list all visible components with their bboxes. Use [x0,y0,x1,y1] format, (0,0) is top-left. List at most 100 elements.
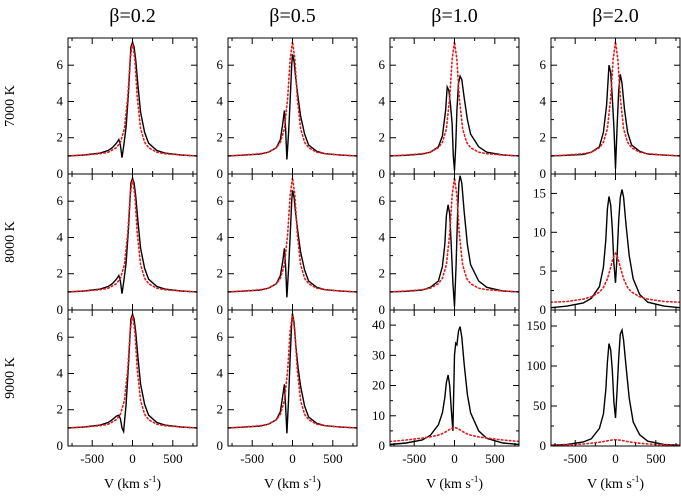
model-profile-line [390,73,519,171]
y-tick-label: 0 [57,302,64,317]
x-axis-label-sup: -1 [471,474,479,484]
x-axis-label-sup: -1 [632,474,640,484]
panel: 0 2 4 6 [57,173,198,317]
y-tick-label: 0 [540,438,547,453]
x-axis-label-close: ) [316,477,321,492]
y-tick-label: 0 [379,302,386,317]
y-tick-label: 2 [540,130,547,145]
panel: 0 2 4 6 [217,37,358,181]
model-profile-line [228,313,357,434]
y-tick-label: 0 [540,302,547,317]
panel: 0 2 4 6 -500 0 500 [217,309,358,466]
y-tick-label: 0 [57,438,64,453]
x-axis-label: V (km s-1) [426,474,483,492]
y-tick-label: 2 [379,266,386,281]
panel: 0 2 4 6 [379,173,520,317]
comparison-profile-line [68,177,197,293]
x-tick-label: 500 [323,451,343,466]
x-axis-label-close: ) [156,477,161,492]
y-tick-label: 0 [217,438,224,453]
y-tick-label: 4 [57,93,64,108]
y-tick-label: 0 [217,302,224,317]
y-tick-label: 20 [372,378,385,393]
x-tick-label: 0 [129,451,136,466]
panel: 0 2 4 6 -500 0 500 [57,309,198,466]
x-tick-label: 0 [612,451,619,466]
panel: 0 2 4 6 [57,37,198,181]
panel-frame [550,173,681,311]
row-label: 9000 K [3,357,18,399]
y-tick-label: 6 [57,329,64,344]
x-tick-label: 0 [289,451,296,466]
y-tick-label: 2 [379,130,386,145]
y-tick-label: 4 [540,93,547,108]
panel: 0 10 20 30 40 -500 0 500 [372,309,520,466]
x-axis-label: V (km s-1) [264,474,321,492]
model-profile-line [68,311,197,435]
x-axis-label-main: V (km s [587,477,632,492]
y-tick-label: 2 [217,402,224,417]
y-tick-label: 6 [57,57,64,72]
panel-frame [67,37,198,175]
x-axis-label-sup: -1 [149,474,157,484]
y-tick-label: 10 [372,408,385,423]
comparison-profile-line [551,251,680,303]
comparison-profile-line [390,426,519,443]
x-axis-label-sup: -1 [309,474,317,484]
y-tick-label: 6 [540,57,547,72]
comparison-profile-line [228,313,357,429]
y-tick-label: 6 [217,329,224,344]
column-title: β=0.2 [109,5,155,27]
panel: 0 2 4 6 [540,37,681,181]
model-profile-line [390,326,519,446]
panel-frame [389,37,520,175]
x-tick-label: -500 [402,451,426,466]
model-profile-line [68,39,197,158]
y-tick-label: 30 [372,347,385,362]
panel: 0 50 100 150 -500 0 500 [527,309,681,466]
panel-frame [550,309,681,447]
x-tick-label: 500 [485,451,505,466]
y-tick-label: 4 [217,229,224,244]
x-axis-label: V (km s-1) [587,474,644,492]
model-profile-line [228,54,357,160]
x-axis-label-main: V (km s [264,477,309,492]
y-tick-label: 2 [57,130,64,145]
y-tick-label: 100 [527,358,547,373]
x-axis-label-close: ) [478,477,483,492]
y-tick-label: 6 [379,57,386,72]
panel-frame [67,309,198,447]
y-tick-label: 10 [533,224,546,239]
panel-frame [67,173,198,311]
x-tick-label: -500 [563,451,587,466]
panel: 0 2 4 6 [379,37,520,181]
y-tick-label: 4 [379,93,386,108]
y-tick-label: 2 [217,130,224,145]
x-axis-label-close: ) [639,477,644,492]
column-title: β=1.0 [431,5,477,27]
comparison-profile-line [551,41,680,157]
y-tick-label: 4 [217,93,224,108]
y-tick-label: 15 [533,185,546,200]
x-tick-label: 500 [163,451,183,466]
y-tick-label: 5 [540,263,547,278]
y-tick-label: 2 [57,266,64,281]
y-tick-label: 6 [57,193,64,208]
y-tick-label: 0 [540,166,547,181]
x-axis-label-main: V (km s [426,477,471,492]
x-tick-label: -500 [240,451,264,466]
y-tick-label: 6 [217,193,224,208]
y-tick-label: 50 [533,398,546,413]
model-profile-line [551,189,680,309]
panel: 0 5 10 15 [533,173,681,317]
model-profile-line [551,65,680,169]
row-label: 8000 K [3,221,18,263]
y-tick-label: 0 [57,166,64,181]
column-title: β=0.5 [269,5,315,27]
comparison-profile-line [68,313,197,429]
y-tick-label: 4 [379,229,386,244]
y-tick-label: 4 [217,365,224,380]
y-tick-label: 40 [372,317,385,332]
x-axis-label-main: V (km s [104,477,149,492]
